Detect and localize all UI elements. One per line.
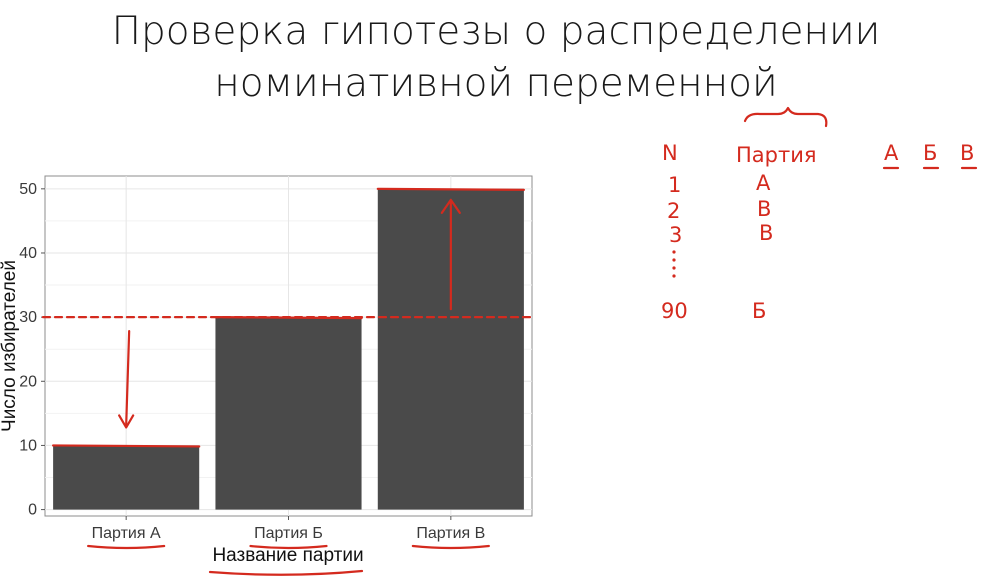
bar-top-mark-3 [376,187,525,191]
y-axis-title: Число избирателей [0,260,20,432]
slide-title: Проверка гипотезы о распределении номина… [0,6,992,110]
slide-title-line-2: номинативной переменной [214,61,778,106]
x-tick-label-2: Партия Б [254,525,323,542]
y-tick-label-30: 30 [19,309,37,326]
bar-2 [215,317,362,510]
x-tick-label-3: Партия В [416,525,485,542]
note-level-2: Б [923,141,937,165]
x-tick-label-underline-1 [87,544,166,550]
note-level-1: А [884,141,899,165]
x-axis: Партия А Партия Б Партия В [87,516,490,550]
bars [53,188,524,510]
note-row-3-n: 3 [669,223,682,247]
chart-annotations [41,187,534,576]
y-axis: 0 10 20 30 40 50 [19,181,45,519]
note-row-4-party: Б [752,299,766,323]
note-ellipsis-dots [672,250,676,278]
bar-top-mark-2 [214,316,363,320]
note-row-2-party: В [757,197,771,221]
arrow-down-head [118,414,135,429]
y-tick-label-10: 10 [19,437,37,454]
note-row-4-n: 90 [661,299,688,323]
note-row-1-party: А [756,171,771,195]
note-row-1-n: 1 [668,173,681,197]
arrow-up-head [440,198,461,214]
x-axis-title-underline [208,569,364,576]
y-tick-label-0: 0 [28,502,37,519]
note-party-header: Партия [736,143,817,167]
note-row-2-n: 2 [667,199,680,223]
y-tick-label-20: 20 [19,373,37,390]
x-tick-label-underline-3 [411,544,490,550]
x-tick-label-1: Партия А [92,525,161,542]
slide-title-line-1: Проверка гипотезы о распределении [111,9,881,54]
bar-top-mark-1 [52,444,201,448]
x-tick-label-underline-2 [249,544,328,550]
handwritten-notes: N Партия 1 А 2 В 3 В 90 Б А Б В [661,106,978,323]
y-tick-label-40: 40 [19,245,37,262]
x-axis-title: Название партии [212,545,363,566]
note-brace [743,106,828,128]
note-n-header: N [662,141,678,165]
arrow-down-line [125,330,131,427]
bar-1 [53,445,200,510]
note-row-3-party: В [759,221,773,245]
note-level-3: В [960,141,974,165]
y-tick-label-50: 50 [19,181,37,198]
